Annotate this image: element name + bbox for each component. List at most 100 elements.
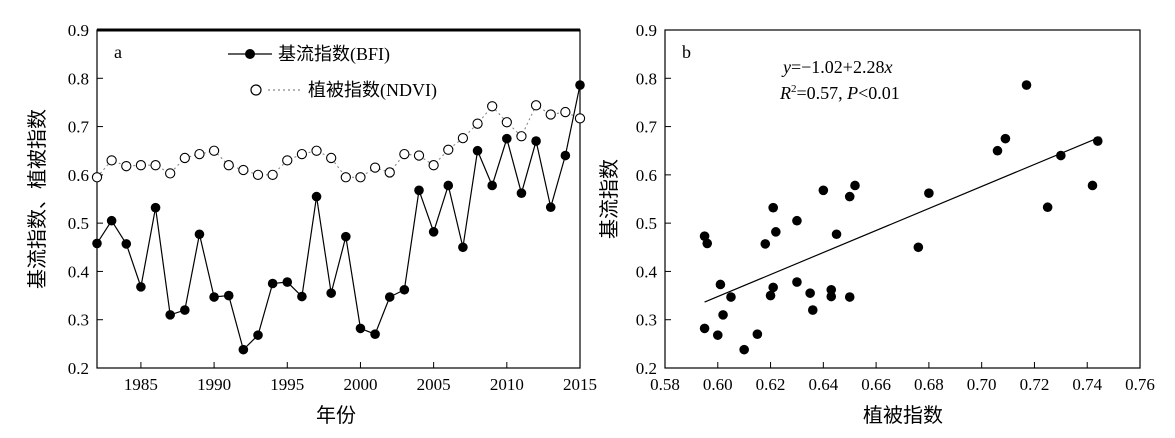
scatter-point: [805, 288, 815, 298]
x-tick-label: 0.70: [967, 375, 997, 394]
bfi-point: [428, 227, 439, 237]
bfi-point: [355, 323, 366, 334]
ndvi-point: [91, 172, 103, 183]
ndvi-point: [457, 133, 469, 144]
y-tick-label: 0.8: [68, 69, 89, 88]
bfi-point: [458, 242, 468, 253]
y-tick-label: 0.7: [68, 118, 90, 137]
ndvi-point: [311, 145, 322, 156]
bfi-point: [267, 278, 278, 289]
panel-b-x-axis-label: 植被指数: [863, 404, 943, 427]
bfi-point: [414, 185, 424, 196]
x-tick-label: 2005: [417, 375, 451, 394]
scatter-point: [1042, 202, 1053, 213]
scatter-point: [760, 239, 771, 249]
panel-a-label: a: [114, 42, 122, 62]
scatter-point: [1056, 150, 1066, 161]
y-tick-label: 0.2: [68, 359, 89, 378]
ndvi-point: [296, 148, 308, 160]
legend-bfi-marker: [245, 49, 255, 59]
y-tick-label: 0.9: [68, 21, 89, 40]
ndvi-point: [150, 160, 161, 171]
legend-bfi-label: 基流指数(BFI): [278, 44, 390, 65]
panel-b-y-axis-label: 基流指数: [598, 159, 621, 239]
scatter-point: [792, 277, 802, 287]
y-tick-label: 0.4: [68, 262, 90, 281]
scatter-point: [1087, 180, 1098, 191]
y-tick-label: 0.2: [636, 359, 657, 378]
y-tick-label: 0.5: [636, 214, 657, 233]
regression-fit-line: [704, 136, 1101, 303]
ndvi-line: [96, 104, 581, 178]
scatter-point: [1092, 136, 1103, 146]
scatter-point: [699, 323, 710, 334]
scatter-point: [792, 215, 802, 226]
bfi-points: [92, 80, 585, 355]
y-tick-label: 0.9: [636, 21, 657, 40]
ndvi-point: [501, 117, 512, 128]
panel-a-y-axis-label: 基流指数、植被指数: [26, 109, 49, 289]
bfi-point: [545, 202, 556, 213]
scatter-point: [726, 292, 736, 302]
ndvi-point: [121, 161, 132, 172]
bfi-point: [502, 133, 512, 144]
ndvi-series-line: [96, 104, 581, 178]
bfi-point: [326, 288, 336, 298]
ndvi-point: [223, 160, 234, 171]
bfi-line: [96, 84, 581, 351]
panel-b-label: b: [682, 42, 691, 62]
scatter-point: [1000, 133, 1011, 144]
stat-p: P: [846, 83, 858, 103]
x-tick-label: 0.66: [861, 375, 891, 394]
panel-a-x-axis-label: 年份: [316, 404, 356, 427]
x-tick-label: 0.74: [1072, 375, 1102, 394]
scatter-point: [699, 231, 710, 241]
panel-b-x-axis: 0.58 0.60 0.62 0.64 0.66 0.68 0.70 0.72 0.74 0.76: [650, 362, 1155, 394]
scatter-point: [826, 284, 837, 295]
ndvi-point: [487, 101, 498, 112]
ndvi-point: [340, 172, 351, 183]
bfi-point: [106, 215, 117, 226]
stat-r: R: [779, 83, 791, 103]
ndvi-point: [574, 113, 586, 124]
bfi-point: [238, 344, 249, 355]
ndvi-point: [135, 160, 147, 171]
ndvi-point: [369, 162, 381, 173]
scatter-point: [924, 188, 934, 199]
scatter-point: [768, 282, 778, 293]
ndvi-point: [443, 144, 454, 155]
ndvi-point: [238, 164, 249, 176]
bfi-point: [341, 231, 351, 242]
bfi-point: [311, 191, 322, 202]
scatter-point: [715, 279, 726, 290]
bfi-point: [150, 202, 161, 213]
scatter-point: [844, 292, 855, 302]
legend-ndvi-marker: [250, 84, 262, 96]
x-tick-label: 0.72: [1020, 375, 1050, 394]
scatter-point: [752, 329, 763, 340]
scatter-point: [818, 185, 829, 196]
ndvi-point: [267, 169, 278, 181]
scatter-point: [771, 227, 781, 237]
ndvi-point: [516, 131, 527, 142]
ndvi-point: [194, 148, 205, 160]
ndvi-point: [413, 150, 425, 161]
scatter-point: [765, 290, 776, 301]
scatter-point: [850, 180, 860, 191]
x-tick-label: 2010: [490, 375, 524, 394]
bfi-point: [297, 291, 307, 302]
x-tick-label: 0.68: [914, 375, 944, 394]
ndvi-point: [399, 148, 410, 160]
y-tick-label: 0.6: [68, 166, 89, 185]
panel-b-plot-frame: [664, 29, 1141, 369]
bfi-point: [384, 292, 395, 302]
panel-b-y-axis: 0.2 0.3 0.4 0.5 0.6 0.7 0.8 0.9: [636, 21, 671, 378]
ndvi-point: [355, 172, 366, 183]
bfi-point: [136, 282, 146, 292]
y-tick-label: 0.4: [636, 262, 658, 281]
ndvi-point: [165, 168, 176, 179]
scatter-points: [699, 80, 1103, 355]
bfi-point: [282, 277, 293, 287]
bfi-point: [472, 145, 483, 156]
